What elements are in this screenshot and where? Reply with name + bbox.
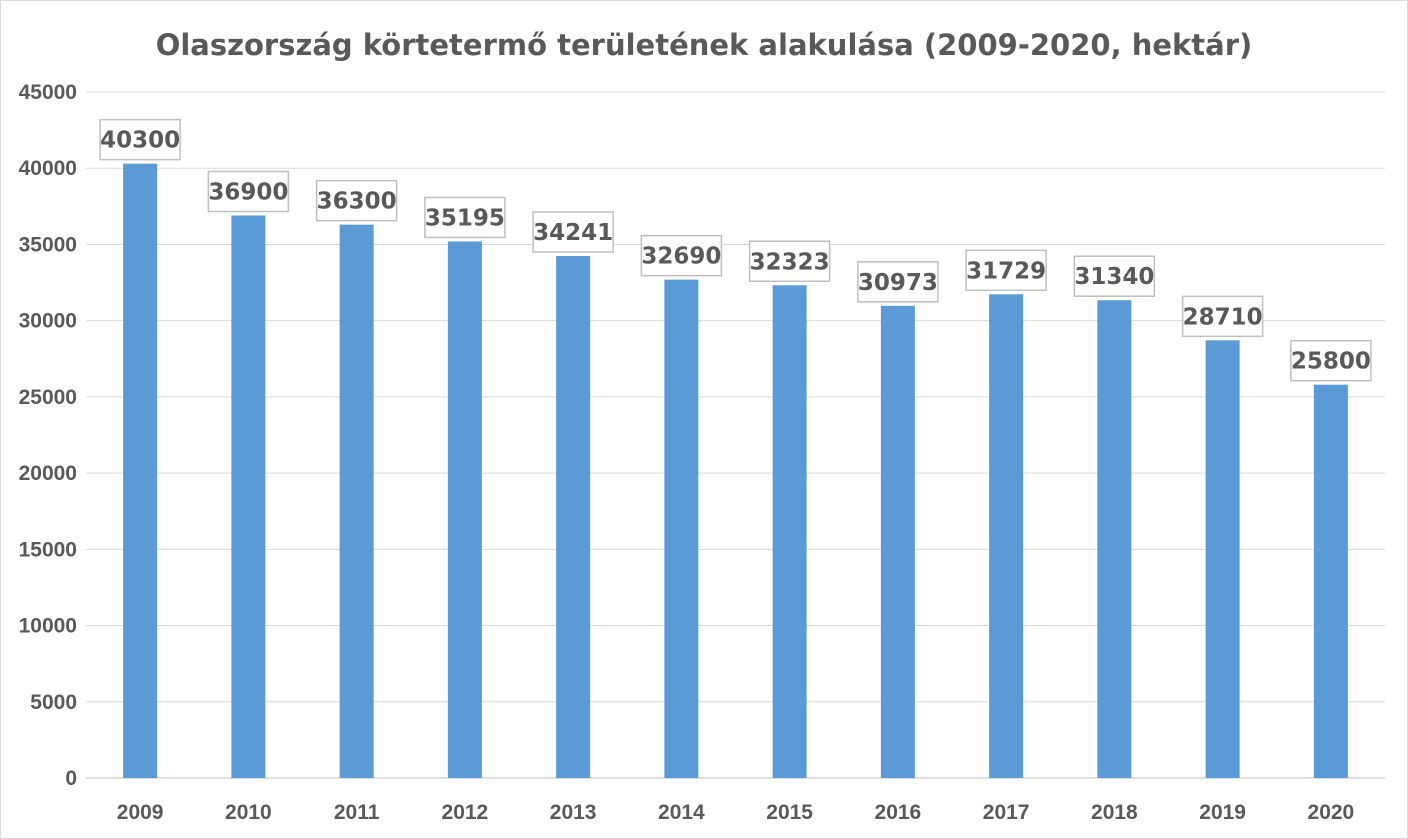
data-label-box: [99, 118, 181, 161]
bar-2014: [664, 279, 699, 778]
data-label: 40300: [100, 128, 180, 154]
data-label: 31729: [966, 258, 1046, 284]
data-label: 30973: [858, 270, 938, 296]
bar-2015: [772, 285, 807, 778]
x-axis-categories: 2009 2010 2011 2012 2013 2014 2015 2016 2017 2018…: [117, 801, 1354, 824]
data-label: 36300: [317, 189, 397, 215]
y-tick-label: 25000: [19, 386, 77, 409]
grid-lines: [86, 91, 1385, 779]
data-label-box: [640, 234, 723, 277]
data-label: 25800: [1291, 349, 1371, 375]
category-label: 2013: [550, 801, 597, 824]
bar-2013: [556, 256, 591, 778]
bar-2012: [447, 241, 482, 778]
category-label: 2012: [442, 801, 489, 824]
category-label: 2016: [875, 801, 922, 824]
y-tick-label: 35000: [19, 233, 77, 256]
category-label: 2010: [225, 801, 272, 824]
bar-2020: [1313, 384, 1348, 778]
y-tick-label: 5000: [30, 691, 77, 714]
chart-title: Olaszország körtetermő területének alaku…: [156, 28, 1253, 62]
data-label-box: [424, 196, 506, 239]
data-label: 32690: [641, 244, 721, 270]
bar-2011: [339, 224, 374, 779]
category-label: 2019: [1199, 801, 1246, 824]
data-label: 36900: [208, 179, 288, 205]
category-label: 2011: [334, 801, 380, 824]
data-label-box: [532, 211, 614, 253]
bar-2018: [1097, 300, 1132, 778]
bar-2010: [231, 215, 266, 779]
category-label: 2020: [1308, 801, 1355, 824]
category-label: 2015: [766, 801, 813, 824]
data-label: 35195: [425, 205, 505, 231]
data-label: 31340: [1074, 264, 1154, 290]
data-label-box: [1073, 255, 1156, 297]
y-axis-ticks: 0 5000 10000 15000 20000 25000 30000 35000 40000…: [19, 81, 77, 790]
category-label: 2017: [983, 801, 1030, 824]
category-label: 2009: [117, 801, 164, 824]
data-labels: 40300 36900 36300 35195 34241 32690 32323 30973…: [99, 118, 1372, 382]
data-label-box: [1290, 339, 1372, 382]
data-label-box: [1181, 295, 1264, 338]
y-tick-label: 20000: [19, 462, 77, 485]
bar-2017: [989, 294, 1024, 778]
data-label-box: [857, 261, 939, 303]
bar-2019: [1205, 340, 1240, 778]
data-label: 28710: [1183, 304, 1263, 330]
y-tick-label: 10000: [19, 615, 77, 638]
bars: [123, 163, 1348, 779]
data-label-box: [965, 249, 1047, 292]
data-label: 34241: [533, 220, 613, 246]
bar-2009: [123, 163, 158, 778]
category-label: 2018: [1091, 801, 1138, 824]
data-label: 32323: [750, 249, 830, 275]
data-label-box: [207, 170, 290, 213]
y-tick-label: 30000: [19, 310, 77, 333]
bar-2016: [880, 305, 915, 778]
data-label-box: [748, 240, 831, 283]
category-label: 2014: [658, 801, 705, 824]
data-label-box: [315, 179, 398, 222]
y-tick-label: 45000: [19, 81, 77, 104]
y-tick-label: 0: [65, 767, 77, 790]
y-tick-label: 15000: [19, 538, 77, 561]
y-tick-label: 40000: [19, 157, 77, 180]
